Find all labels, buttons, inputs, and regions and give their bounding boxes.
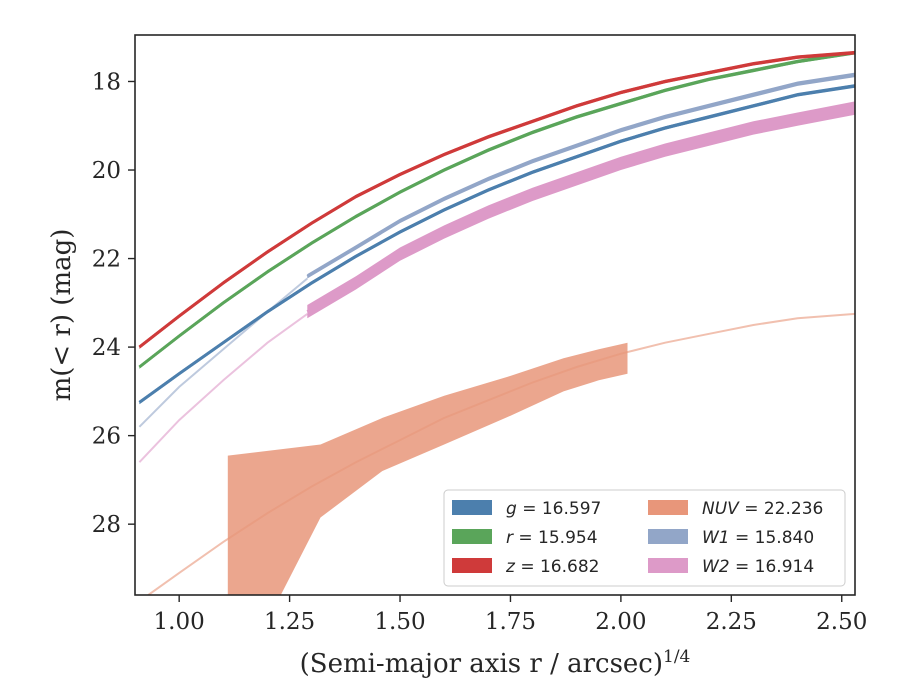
x-axis-ticks: 1.00 1.25 1.50 1.75 2.00 2.25 2.50 <box>154 595 867 635</box>
x-tick-label: 1.50 <box>374 609 425 635</box>
legend-label-w2: W2 = 16.914 <box>702 557 814 577</box>
legend-label-w1: W1 = 15.840 <box>702 528 814 548</box>
legend-swatch-z <box>452 558 492 573</box>
y-axis-ticks: 18 20 22 24 26 28 <box>92 69 135 538</box>
nuv-uncertainty-band <box>227 342 628 595</box>
legend-label-g: g = 16.597 <box>506 499 601 519</box>
x-axis-label-main: (Semi-major axis r / arcsec) <box>300 649 663 679</box>
w2-profile-line <box>306 106 855 313</box>
x-tick-label: 2.00 <box>595 609 646 635</box>
legend-swatch-nuv <box>648 500 688 515</box>
legend-swatch-r <box>452 529 492 544</box>
r-profile-line <box>138 51 855 369</box>
x-axis-label: (Semi-major axis r / arcsec)1/4 <box>300 647 691 679</box>
x-tick-label: 1.25 <box>264 609 315 635</box>
plot-frame <box>134 34 856 596</box>
g-profile-line <box>138 84 855 404</box>
legend: g = 16.597 r = 15.954 z = 16.682 NUV = 22.2… <box>443 489 846 587</box>
legend-swatch-g <box>452 500 492 515</box>
legend-swatch-w1 <box>648 529 688 544</box>
legend-box <box>443 489 846 587</box>
y-tick-label: 24 <box>92 335 121 361</box>
legend-label-nuv: NUV = 22.236 <box>702 499 823 519</box>
y-tick-label: 18 <box>92 69 121 95</box>
x-axis-label-superscript: 1/4 <box>663 647 690 667</box>
y-tick-label: 26 <box>92 424 121 450</box>
y-tick-label: 28 <box>92 512 121 538</box>
data-layer <box>138 50 855 595</box>
w2-uncertainty-band <box>307 101 855 319</box>
w2-extrapolation-line <box>138 313 308 463</box>
x-tick-label: 2.25 <box>706 609 757 635</box>
legend-swatch-w2 <box>648 558 688 573</box>
legend-label-z: z = 16.682 <box>505 557 599 577</box>
w1-extrapolation-line <box>138 277 308 428</box>
x-tick-label: 2.50 <box>816 609 867 635</box>
x-tick-label: 1.00 <box>154 609 205 635</box>
y-tick-label: 22 <box>92 247 121 273</box>
legend-label-r: r = 15.954 <box>506 528 598 548</box>
y-tick-label: 20 <box>92 158 121 184</box>
z-profile-line <box>138 51 855 349</box>
x-tick-label: 1.75 <box>485 609 536 635</box>
w1-profile-line <box>306 73 855 278</box>
y-axis-label: m(< r) (mag) <box>47 229 77 402</box>
